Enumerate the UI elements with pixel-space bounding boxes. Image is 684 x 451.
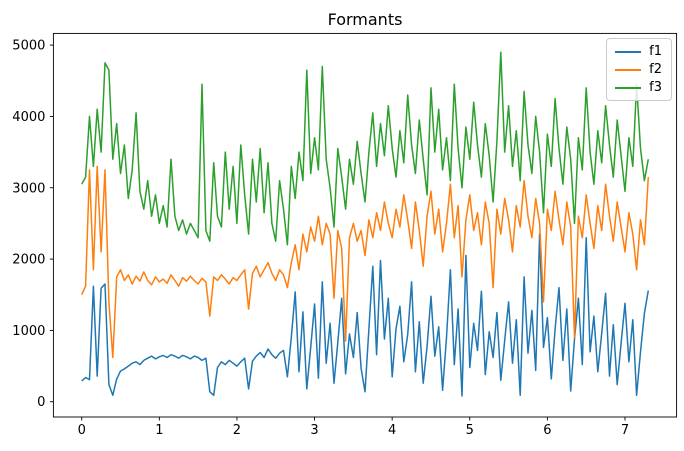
svg-text:6: 6 <box>543 423 551 438</box>
series-layer <box>81 51 650 397</box>
svg-text:7: 7 <box>621 423 629 438</box>
series-f1 <box>81 233 650 397</box>
chart-title: Formants <box>328 10 403 29</box>
legend-item-f3: f3 <box>615 81 662 94</box>
svg-text:5000: 5000 <box>12 39 45 54</box>
legend-label-f3: f3 <box>649 80 662 95</box>
svg-text:1: 1 <box>155 423 163 438</box>
svg-text:2: 2 <box>233 423 241 438</box>
svg-text:3: 3 <box>310 423 318 438</box>
svg-text:5: 5 <box>466 423 474 438</box>
svg-text:4000: 4000 <box>12 110 45 125</box>
legend-line-f3 <box>615 86 642 89</box>
axes-layer: 0 1 2 3 4 5 6 7 0 1000 2000 3000 4000 5000 <box>12 32 678 438</box>
legend-item-f2: f2 <box>615 63 662 76</box>
series-f3 <box>81 51 650 246</box>
svg-text:3000: 3000 <box>12 181 45 196</box>
svg-text:0: 0 <box>37 395 45 410</box>
legend-item-f1: f1 <box>615 45 662 58</box>
legend-line-f2 <box>615 68 642 71</box>
svg-text:0: 0 <box>78 423 86 438</box>
legend-label-f1: f1 <box>649 44 662 59</box>
legend-label-f2: f2 <box>649 62 662 77</box>
svg-text:1000: 1000 <box>12 324 45 339</box>
legend-line-f1 <box>615 50 642 53</box>
series-f2 <box>81 165 650 359</box>
svg-text:2000: 2000 <box>12 253 45 268</box>
legend: f1 f2 f3 <box>606 38 672 101</box>
svg-text:4: 4 <box>388 423 396 438</box>
